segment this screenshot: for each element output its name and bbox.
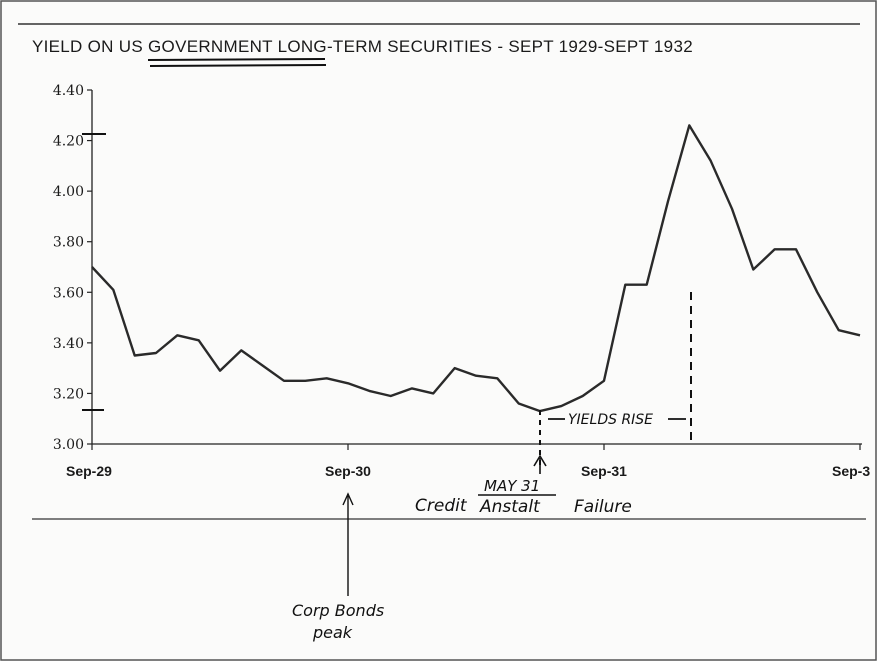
yields-rise-label: YIELDS RISE [568, 412, 653, 428]
title-underline-1 [147, 58, 326, 61]
chart-title: YIELD ON US GOVERNMENT LONG-TERM SECURIT… [32, 37, 693, 56]
y-tick-label: 3.00 [53, 437, 84, 453]
x-tick-label: Sep-29 [66, 463, 112, 479]
y-tick-label: 3.20 [53, 386, 84, 402]
y-axis-ticks: 3.00 3.20 3.40 3.60 3.80 4.00 4.20 4.40 [53, 83, 92, 453]
x-axis-ticks: Sep-29 Sep-30 Sep-31 Sep-3 [66, 444, 870, 479]
may31-label: MAY 31 [484, 477, 540, 495]
yield-series-line [91, 124, 861, 413]
title-underline-2 [149, 64, 327, 67]
failure-label: Failure [574, 497, 632, 517]
y-tick-label: 4.20 [53, 134, 84, 150]
corp-bonds-label: Corp Bonds [292, 601, 384, 620]
y-tick-label: 3.40 [53, 336, 84, 352]
may31-arrow-head [533, 454, 547, 467]
y-tick-label: 4.00 [53, 184, 84, 200]
y-tick-label: 3.80 [53, 235, 84, 251]
x-tick-label: Sep-31 [581, 463, 627, 479]
corp-bonds-arrow-head [342, 492, 354, 506]
credit-label: Credit [415, 496, 468, 516]
peak-label: peak [312, 623, 353, 642]
y-tick-label: 4.40 [53, 83, 84, 99]
anstalt-label: Anstalt [479, 497, 541, 517]
y-tick-label: 3.60 [53, 285, 84, 301]
x-tick-label: Sep-3 [832, 463, 870, 479]
x-tick-label: Sep-30 [325, 463, 371, 479]
